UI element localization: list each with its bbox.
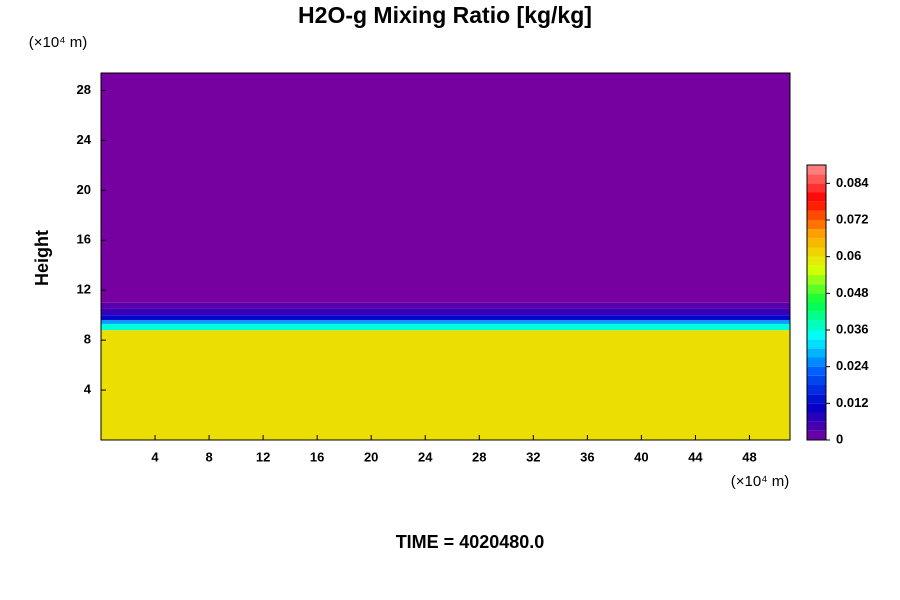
colorbar-cell <box>807 183 826 193</box>
colorbar-tick-label: 0 <box>836 431 843 446</box>
contour-band <box>101 315 790 321</box>
x-tick-label: 12 <box>256 449 270 464</box>
y-axis-label: Height <box>32 230 52 286</box>
y-unit: (×10⁴ m) <box>29 34 88 51</box>
colorbar-cell <box>807 366 826 376</box>
colorbar-cell <box>807 201 826 211</box>
colorbar-cell <box>807 311 826 321</box>
colorbar-cell <box>807 430 826 440</box>
colorbar-cell <box>807 293 826 303</box>
x-tick-label: 36 <box>580 449 594 464</box>
colorbar-cell <box>807 165 826 175</box>
colorbar-cell <box>807 421 826 431</box>
x-unit: (×10⁴ m) <box>731 473 790 490</box>
colorbar-tick-label: 0.036 <box>836 321 869 336</box>
y-tick-label: 12 <box>77 282 91 297</box>
x-tick-label: 8 <box>205 449 212 464</box>
x-tick-label: 4 <box>151 449 159 464</box>
colorbar-tick-label: 0.024 <box>836 358 869 373</box>
x-tick-label: 44 <box>688 449 703 464</box>
colorbar-cell <box>807 210 826 220</box>
colorbar-frame <box>806 164 827 441</box>
colorbar-cell <box>807 275 826 285</box>
colorbar-cell <box>807 220 826 230</box>
colorbar-cell <box>807 238 826 248</box>
y-tick-label: 16 <box>77 232 91 247</box>
colorbar-cell <box>807 394 826 404</box>
plot-frame <box>100 72 791 441</box>
contour-band <box>101 302 790 309</box>
x-tick-label: 40 <box>634 449 648 464</box>
contour-band <box>101 330 790 440</box>
colorbar-cell <box>807 412 826 422</box>
y-tick-label: 28 <box>77 82 91 97</box>
colorbar-cell <box>807 339 826 349</box>
colorbar-tick-label: 0.06 <box>836 248 861 263</box>
colorbar-tick-label: 0.012 <box>836 395 869 410</box>
footer: TIME = 4020480.0 <box>396 532 545 552</box>
colorbar-tick-label: 0.084 <box>836 175 869 190</box>
colorbar-cell <box>807 265 826 275</box>
chart-title: H2O-g Mixing Ratio [kg/kg] <box>298 2 592 28</box>
colorbar-cell <box>807 320 826 330</box>
colorbar-cell <box>807 403 826 413</box>
colorbar-cell <box>807 375 826 385</box>
colorbar-tick-label: 0.072 <box>836 211 869 226</box>
colorbar-cell <box>807 247 826 257</box>
colorbar-cell <box>807 284 826 294</box>
colorbar-cell <box>807 357 826 367</box>
x-tick-label: 48 <box>742 449 756 464</box>
colorbar-cell <box>807 229 826 239</box>
colorbar-cell <box>807 192 826 202</box>
y-tick-label: 20 <box>77 182 91 197</box>
x-tick-label: 32 <box>526 449 540 464</box>
contour-band <box>101 308 790 316</box>
colorbar-tick-label: 0.048 <box>836 285 869 300</box>
colorbar-cell <box>807 302 826 312</box>
contour-band <box>101 320 790 324</box>
colorbar-cell <box>807 174 826 184</box>
y-tick-label: 24 <box>77 132 92 147</box>
colorbar-cell <box>807 385 826 395</box>
y-tick-label: 4 <box>84 382 92 397</box>
x-tick-label: 20 <box>364 449 378 464</box>
y-tick-label: 8 <box>84 332 91 347</box>
x-tick-label: 28 <box>472 449 486 464</box>
contour-band <box>101 73 790 303</box>
x-tick-label: 16 <box>310 449 324 464</box>
colorbar-cell <box>807 256 826 266</box>
colorbar-cell <box>807 330 826 340</box>
colorbar-cell <box>807 348 826 358</box>
x-tick-label: 24 <box>418 449 433 464</box>
contour-band <box>101 323 790 331</box>
